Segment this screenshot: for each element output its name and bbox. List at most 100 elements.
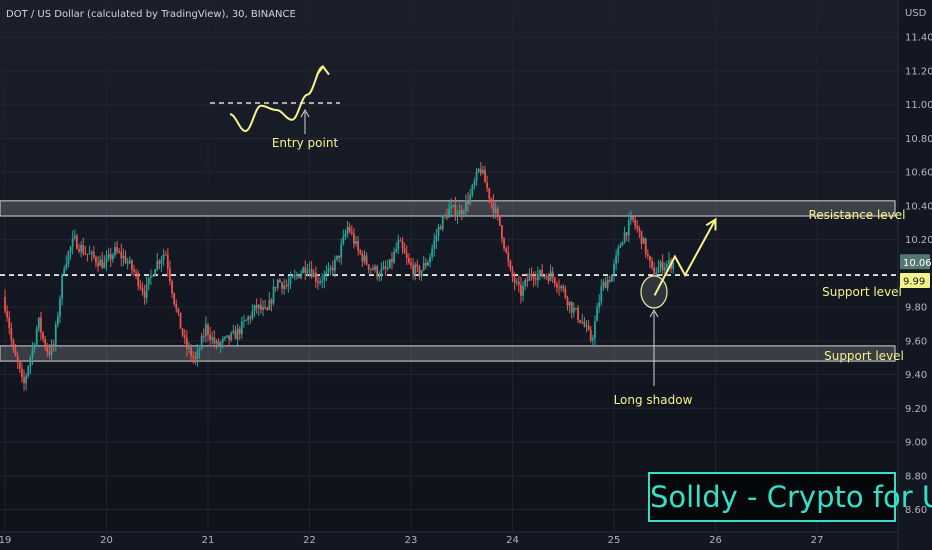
x-tick-label: 25 xyxy=(608,535,621,546)
candle-up xyxy=(50,344,53,355)
candle-up xyxy=(276,279,279,288)
candle-up xyxy=(240,321,243,334)
candle-down xyxy=(513,277,516,283)
candle-down xyxy=(164,254,167,256)
candle-up xyxy=(380,268,383,277)
long-shadow-arrowhead xyxy=(649,308,659,318)
candle-up xyxy=(122,255,125,259)
candle-up xyxy=(615,255,618,265)
candle-up xyxy=(465,199,467,212)
candle-down xyxy=(503,238,505,249)
candle-down xyxy=(118,251,121,253)
candle-up xyxy=(25,375,28,384)
candle-down xyxy=(640,231,643,244)
candle-up xyxy=(443,215,446,217)
candle-down xyxy=(357,241,360,251)
candle-down xyxy=(526,279,529,281)
candle-up xyxy=(494,208,497,213)
candle-down xyxy=(175,304,178,309)
candle-up xyxy=(37,317,40,329)
candle-down xyxy=(661,261,664,271)
candle-down xyxy=(562,286,565,289)
candle-down xyxy=(532,275,535,280)
candle-up xyxy=(393,251,395,263)
candle-down xyxy=(479,169,482,174)
candle-up xyxy=(397,240,400,249)
x-tick-label: 27 xyxy=(811,535,824,546)
candle-up xyxy=(475,171,478,182)
candle-up xyxy=(598,302,601,308)
candle-down xyxy=(52,344,55,346)
candle-up xyxy=(395,248,398,252)
candle-up xyxy=(219,342,222,346)
candle-down xyxy=(255,305,258,309)
candle-down xyxy=(401,241,404,249)
candle-up xyxy=(215,341,218,344)
candle-down xyxy=(133,269,135,272)
candle-down xyxy=(177,308,180,313)
candle-up xyxy=(572,308,575,313)
y-tick-label: 10.80 xyxy=(905,134,932,145)
candle-down xyxy=(551,271,554,278)
candle-up xyxy=(481,170,484,174)
candle-up xyxy=(56,316,59,325)
candle-up xyxy=(471,185,474,195)
candle-down xyxy=(484,170,486,183)
candle-up xyxy=(456,214,459,217)
y-tick-label: 9.40 xyxy=(905,370,927,381)
candle-down xyxy=(653,267,656,276)
candle-down xyxy=(634,219,637,226)
candle-down xyxy=(350,231,353,234)
candle-up xyxy=(245,320,247,322)
candle-up xyxy=(230,332,233,341)
candle-down xyxy=(228,335,231,341)
y-tick-label: 8.80 xyxy=(905,471,927,482)
candle-down xyxy=(234,330,237,340)
candle-up xyxy=(196,350,199,359)
candle-down xyxy=(604,281,607,289)
candle-down xyxy=(570,301,573,313)
candle-up xyxy=(642,238,645,244)
candle-up xyxy=(65,263,68,269)
candle-up xyxy=(591,338,594,341)
candle-down xyxy=(97,262,99,267)
candle-down xyxy=(209,334,212,340)
y-tick-label: 10.60 xyxy=(905,168,932,179)
candle-up xyxy=(154,269,157,277)
candle-down xyxy=(625,232,628,236)
candle-up xyxy=(655,272,658,276)
candle-down xyxy=(46,347,49,352)
candle-down xyxy=(365,255,368,265)
candle-down xyxy=(412,265,415,275)
candle-down xyxy=(579,320,582,323)
candle-down xyxy=(638,228,641,232)
resistance-zone xyxy=(0,200,896,217)
candle-up xyxy=(427,262,429,266)
candle-up xyxy=(211,337,214,340)
candle-down xyxy=(583,322,586,327)
candle-up xyxy=(543,276,546,278)
candle-down xyxy=(608,279,611,282)
candle-down xyxy=(202,335,205,337)
candle-up xyxy=(224,337,226,339)
candle-up xyxy=(336,255,338,260)
candle-down xyxy=(439,227,442,230)
candle-up xyxy=(378,276,381,278)
candle-down xyxy=(40,317,42,333)
candle-down xyxy=(137,272,140,286)
candle-up xyxy=(435,235,438,241)
candle-up xyxy=(594,321,596,339)
candle-down xyxy=(217,341,220,346)
candle-up xyxy=(524,279,527,287)
candle-up xyxy=(462,211,465,215)
candle-up xyxy=(295,275,298,277)
candle-down xyxy=(143,291,146,298)
candle-up xyxy=(344,233,347,237)
candle-down xyxy=(192,355,195,358)
candle-down xyxy=(152,275,154,277)
candle-down xyxy=(403,248,406,254)
candle-up xyxy=(668,260,670,265)
y-tick-label: 9.60 xyxy=(905,336,927,347)
